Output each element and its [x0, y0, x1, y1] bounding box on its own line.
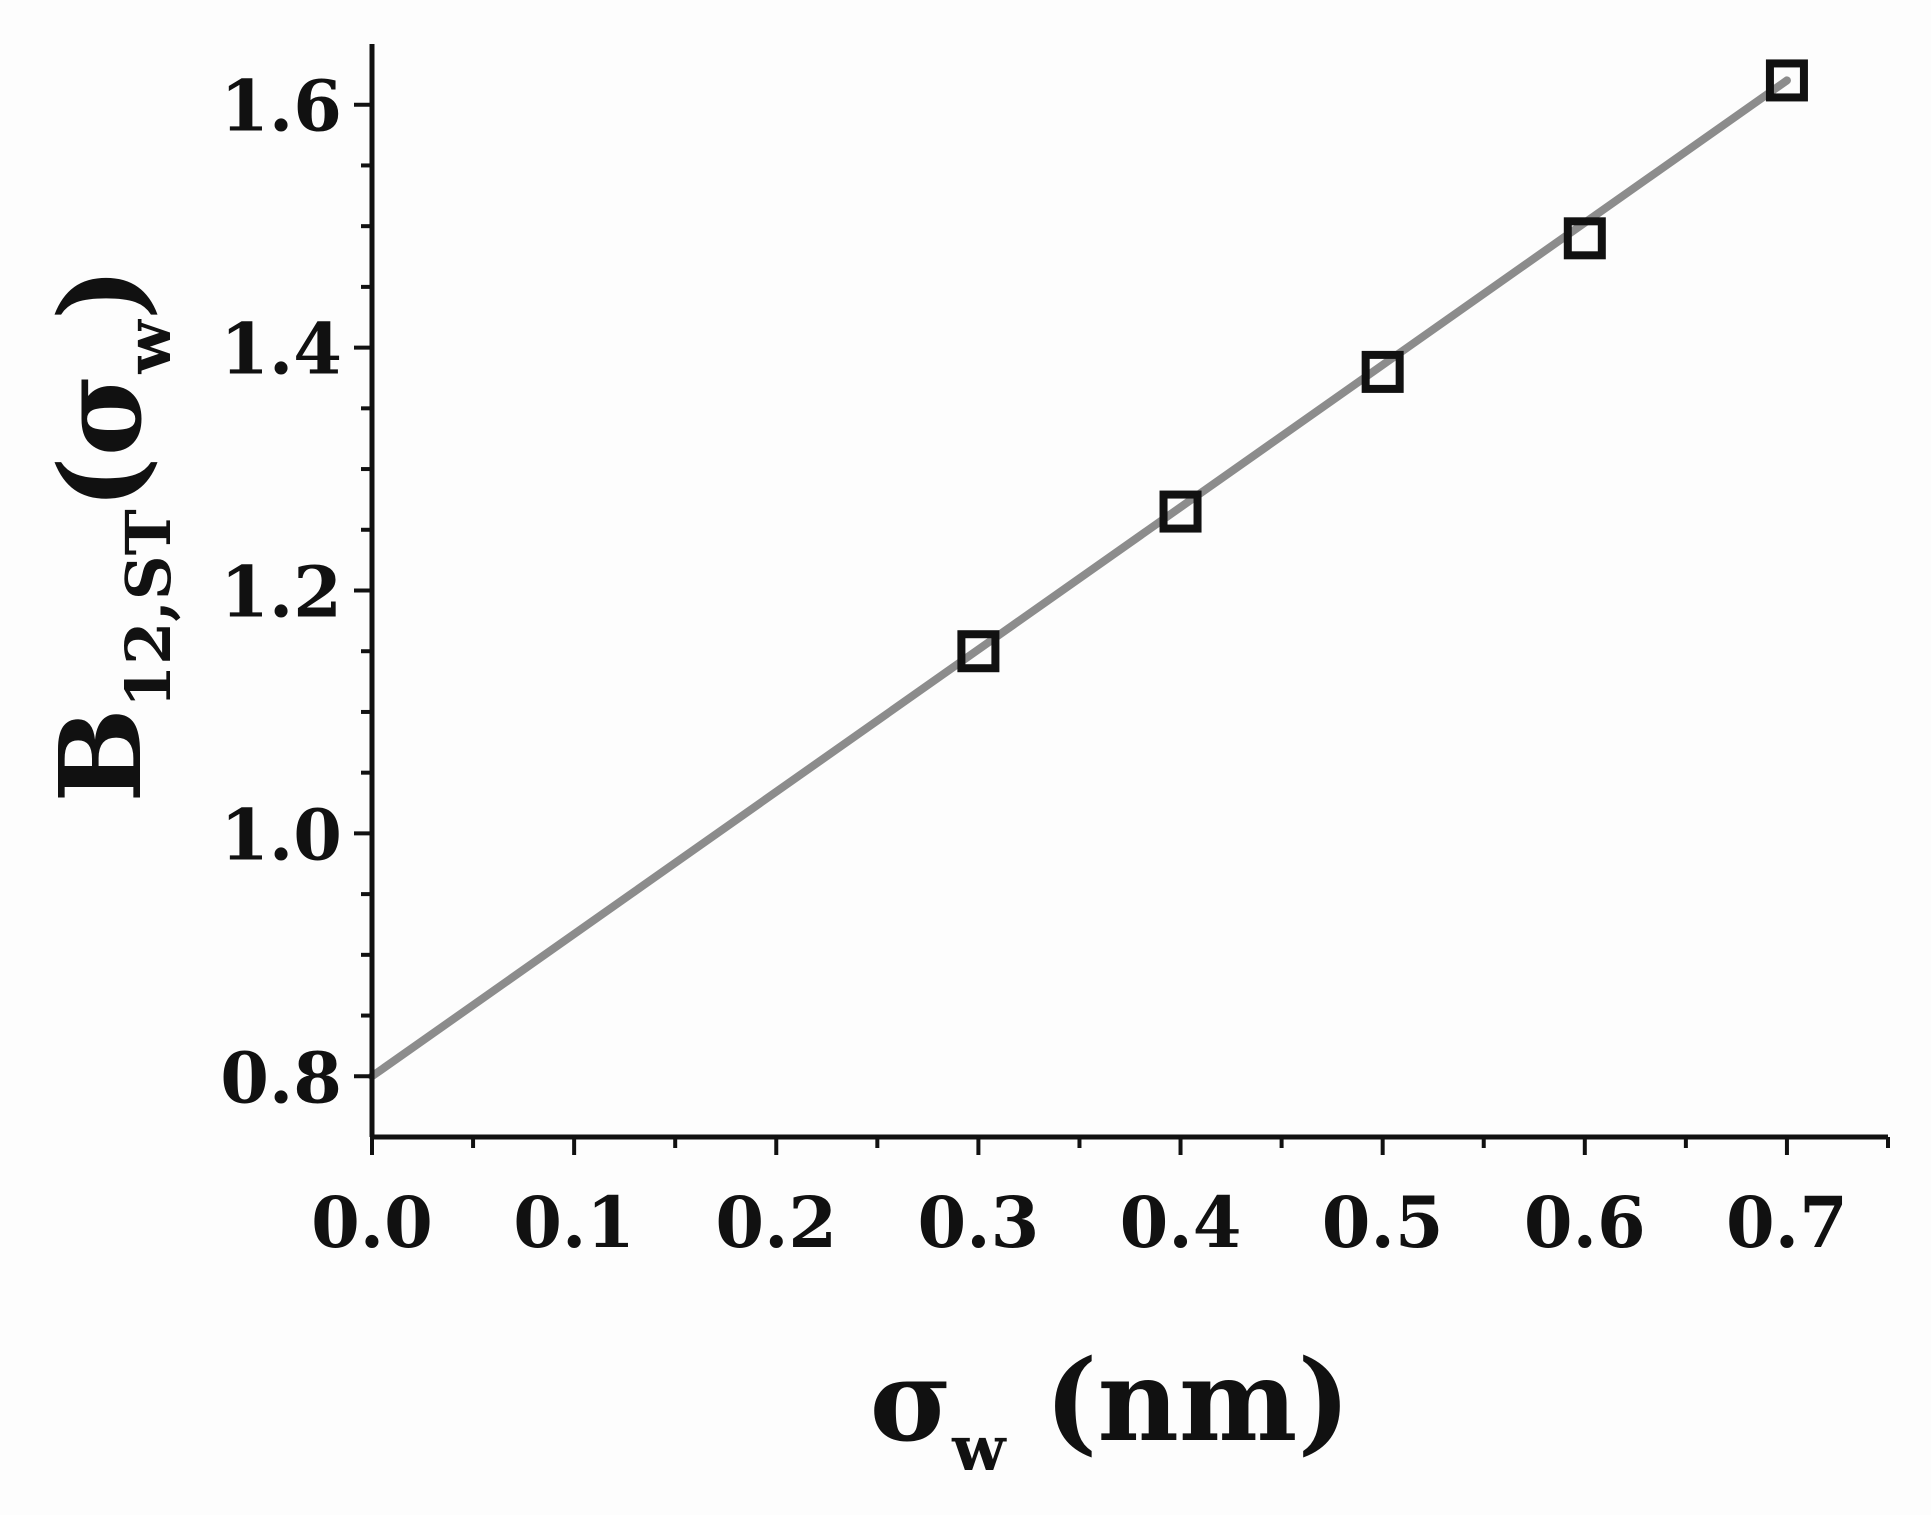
fit-line: [368, 76, 1791, 1081]
data-point-3: [1563, 217, 1606, 260]
x-tick-label-0: 0.0: [311, 1181, 433, 1264]
y-axis-title: B12,ST(σw): [36, 267, 185, 802]
data-point-2: [1361, 350, 1404, 393]
x-axis-title-unit: (nm): [1006, 1336, 1351, 1467]
x-tick-label-2: 0.2: [715, 1181, 837, 1264]
plot-area: [368, 59, 1808, 1081]
y-tick-label-2: 1.2: [220, 551, 342, 634]
data-point-4: [1765, 59, 1808, 102]
y-axis-title-argument-open: (σ: [36, 374, 167, 510]
x-tick-label-3: 0.3: [918, 1181, 1040, 1264]
x-tick-label-5: 0.5: [1322, 1181, 1444, 1264]
y-tick-label-0: 0.8: [220, 1036, 342, 1119]
x-tick-label-7: 0.7: [1726, 1181, 1848, 1264]
y-axis-title-argument-close: ): [36, 267, 167, 320]
x-axis-title: σw (nm): [870, 1336, 1351, 1485]
y-axis-title-symbol: B: [36, 708, 167, 803]
x-tick-label-6: 0.6: [1524, 1181, 1646, 1264]
y-tick-label-1: 1.0: [220, 793, 342, 876]
y-axis-title-argument-subscript: w: [112, 319, 185, 375]
y-tick-label-3: 1.4: [220, 308, 342, 391]
x-axis-title-symbol: σ: [870, 1336, 953, 1467]
x-axis-title-subscript: w: [951, 1412, 1007, 1485]
tick-labels: 0.0 0.1 0.2 0.3 0.4 0.5 0.6 0.7 0.8 1.0 1.2 1.4 1.6: [220, 65, 1848, 1264]
x-tick-label-1: 0.1: [513, 1181, 635, 1264]
x-tick-label-4: 0.4: [1120, 1181, 1242, 1264]
data-point-1: [1159, 490, 1202, 533]
axes: [354, 44, 1890, 1155]
data-point-0: [957, 630, 1000, 673]
y-axis-title-subscript: 12,ST: [112, 509, 185, 708]
y-tick-label-4: 1.6: [220, 65, 342, 148]
